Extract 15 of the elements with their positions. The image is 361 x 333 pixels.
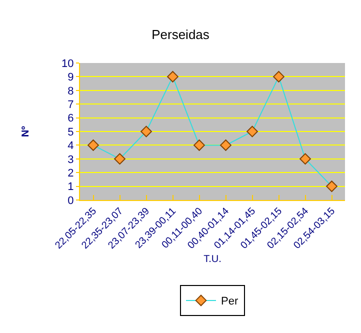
y-tick-label: 10 <box>62 58 74 70</box>
y-axis-title: Nº <box>20 126 32 137</box>
y-tick-label: 3 <box>68 154 74 166</box>
y-tick-label: 9 <box>68 72 74 84</box>
y-tick-label: 7 <box>68 98 74 111</box>
y-tick-label: 5 <box>68 126 74 138</box>
y-tick-label: 1 <box>68 181 74 194</box>
legend-label: Per <box>221 296 238 308</box>
chart-title: Perseidas <box>152 27 210 42</box>
y-tick-label: 2 <box>68 167 74 180</box>
y-tick-label: 6 <box>68 112 74 125</box>
x-axis-title: T.U. <box>204 254 222 265</box>
y-tick-label: 8 <box>68 85 74 98</box>
y-tick-label: 4 <box>68 140 74 152</box>
y-tick-label: 0 <box>68 194 74 207</box>
